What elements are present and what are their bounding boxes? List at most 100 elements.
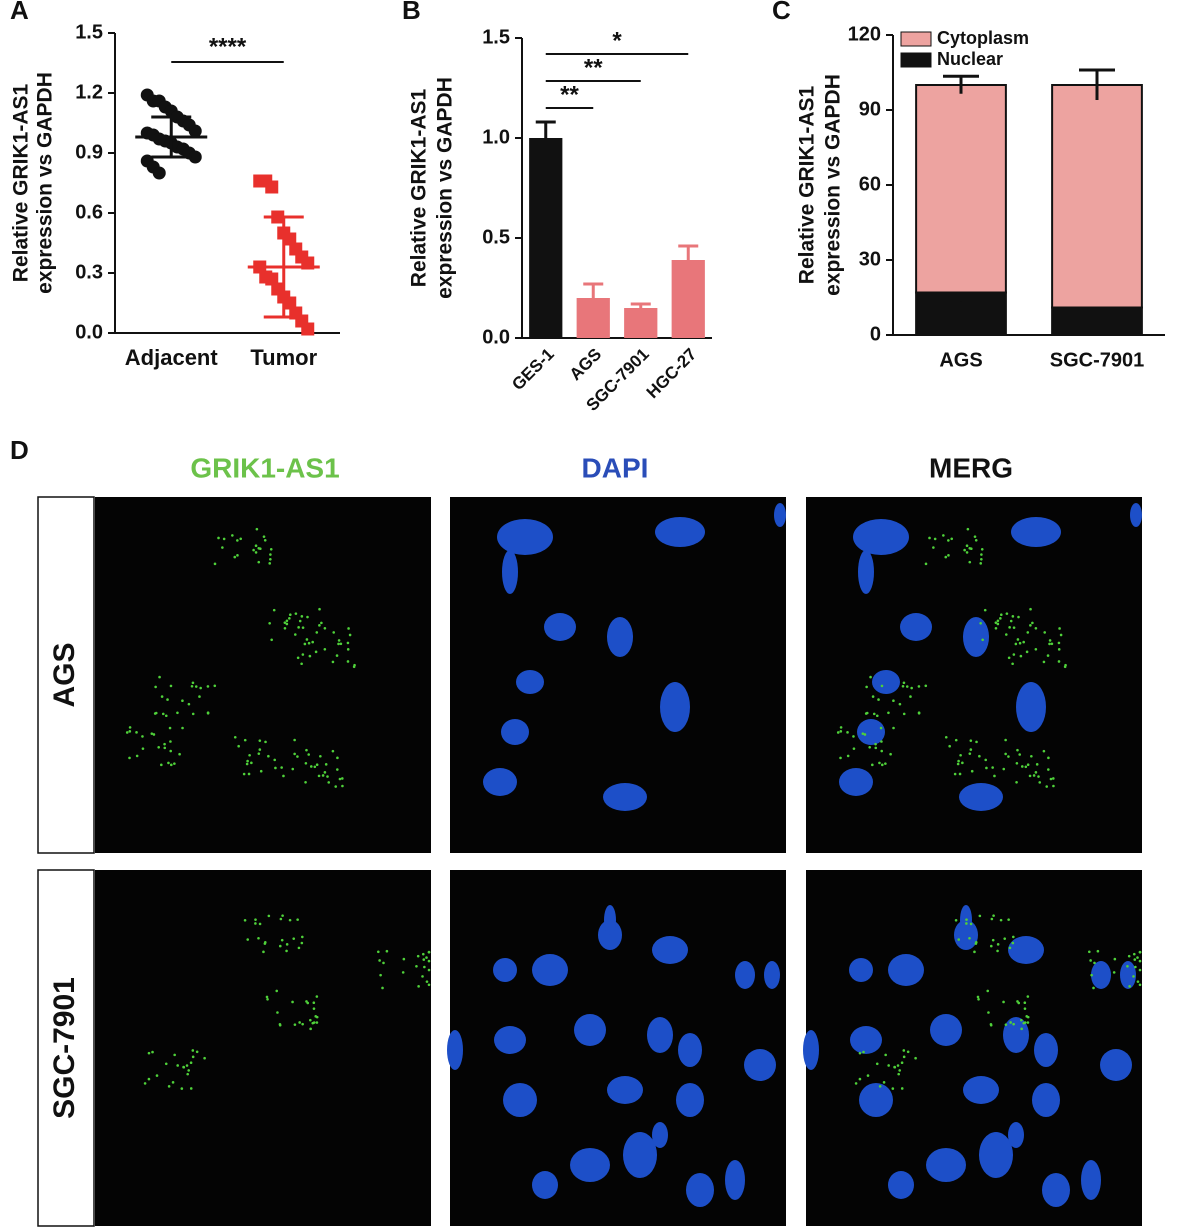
green-signal	[1138, 950, 1142, 954]
green-signal	[1093, 961, 1096, 965]
green-signal	[378, 959, 381, 962]
x-tick-label: HGC-27	[643, 345, 701, 403]
green-signal	[839, 730, 843, 733]
green-signal	[259, 769, 263, 773]
green-signal	[917, 685, 921, 688]
nucleus	[493, 958, 517, 982]
green-signal	[1016, 638, 1020, 641]
green-signal	[839, 756, 842, 760]
green-signal	[1004, 752, 1007, 756]
green-signal	[1012, 935, 1015, 939]
green-signal	[270, 638, 273, 642]
green-signal	[168, 726, 172, 730]
green-signal	[280, 766, 283, 769]
green-signal	[1034, 771, 1038, 774]
y-axis-label: Relative GRIK1-AS1	[10, 83, 33, 282]
green-signal	[1030, 754, 1033, 758]
green-signal	[425, 956, 428, 959]
green-signal	[402, 957, 406, 961]
green-signal	[294, 612, 298, 615]
green-signal	[965, 551, 969, 554]
green-signal	[190, 684, 194, 688]
green-signal	[1087, 950, 1091, 954]
green-signal	[1020, 1018, 1023, 1022]
green-signal	[266, 997, 269, 1001]
green-signal	[1042, 749, 1046, 753]
green-signal	[155, 1074, 159, 1077]
green-signal	[189, 1087, 193, 1090]
bar	[576, 298, 610, 338]
green-signal	[1089, 959, 1092, 962]
green-signal	[258, 739, 262, 742]
y-axis-label: Relative GRIK1-AS1	[408, 88, 431, 287]
green-signal	[173, 762, 176, 765]
y-axis-label: Relative GRIK1-AS1	[796, 85, 819, 284]
green-signal	[909, 695, 912, 698]
green-signal	[352, 665, 356, 669]
green-signal	[957, 938, 961, 941]
green-signal	[979, 621, 982, 625]
green-signal	[969, 748, 973, 751]
green-signal	[206, 712, 210, 715]
green-signal	[160, 695, 164, 698]
green-signal	[283, 626, 287, 630]
green-signal	[331, 749, 335, 753]
green-signal	[846, 754, 850, 758]
green-signal	[297, 626, 300, 629]
green-signal	[157, 745, 160, 749]
data-point	[301, 322, 315, 336]
x-tick-label: Adjacent	[125, 345, 219, 370]
y-axis-label: expression vs GAPDH	[34, 72, 57, 294]
y-tick-label: 0.0	[75, 321, 103, 343]
green-signal	[298, 1021, 301, 1024]
green-signal	[1026, 763, 1030, 767]
green-signal	[1132, 975, 1135, 978]
green-signal	[257, 560, 261, 564]
green-signal	[1023, 1007, 1027, 1010]
data-point	[188, 150, 202, 164]
green-signal	[996, 619, 1000, 623]
green-signal	[1057, 660, 1061, 663]
significance-label: **	[584, 54, 603, 81]
nucleus	[963, 617, 989, 657]
nucleus	[859, 1083, 893, 1117]
nucleus	[850, 1026, 882, 1054]
y-tick-label: 0.0	[482, 326, 510, 348]
green-signal	[969, 739, 973, 742]
green-signal	[167, 1085, 171, 1088]
green-signal	[255, 527, 259, 531]
row-header: AGS	[48, 642, 81, 707]
green-signal	[961, 761, 964, 765]
green-signal	[314, 650, 318, 654]
x-tick-label: Tumor	[250, 345, 317, 370]
green-signal	[301, 935, 304, 939]
data-point	[188, 124, 202, 138]
green-signal	[981, 638, 984, 642]
nucleus	[676, 1083, 704, 1117]
green-signal	[1022, 640, 1025, 644]
green-signal	[341, 777, 344, 780]
green-signal	[301, 653, 305, 656]
y-tick-label: 1.5	[75, 21, 103, 43]
green-signal	[1028, 774, 1032, 778]
green-signal	[246, 759, 249, 763]
green-signal	[852, 747, 856, 750]
green-signal	[877, 698, 880, 701]
green-signal	[1012, 1022, 1015, 1026]
green-signal	[999, 918, 1003, 922]
nucleus	[1011, 517, 1061, 547]
green-signal	[1063, 665, 1067, 669]
green-signal	[1012, 653, 1016, 656]
green-signal	[217, 536, 220, 540]
nucleus	[607, 1076, 643, 1104]
green-signal	[285, 949, 288, 953]
green-signal	[243, 918, 247, 922]
green-signal	[186, 1072, 189, 1076]
green-signal	[1020, 1027, 1023, 1031]
green-signal	[868, 745, 871, 749]
green-signal	[185, 1064, 189, 1067]
green-signal	[267, 754, 270, 758]
nucleus	[1081, 1160, 1101, 1200]
green-signal	[213, 684, 217, 688]
green-signal	[278, 1023, 282, 1027]
